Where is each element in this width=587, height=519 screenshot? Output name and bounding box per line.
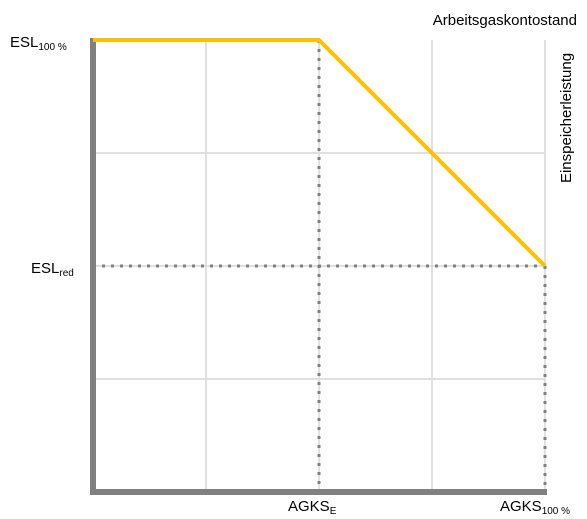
label-agks-100-sub: 100 % [542,506,570,517]
label-esl-100-sub: 100 % [38,42,66,53]
label-agks-100-main: AGKS [500,498,542,515]
axes [90,38,547,495]
curve-line [93,38,547,268]
label-agks-e-main: AGKS [288,498,330,515]
label-esl-red-main: ESL [31,260,59,277]
label-agks-e: AGKSE [288,498,337,517]
chart-title: Arbeitsgaskontostand [433,12,577,29]
label-esl-100-main: ESL [10,34,38,51]
label-esl-100: ESL100 % [10,34,67,53]
label-esl-red-sub: red [59,268,73,279]
label-agks-100: AGKS100 % [500,498,570,517]
label-agks-e-sub: E [330,506,337,517]
reference-lines [93,40,547,492]
y-axis-title: Einspeicherleistung [558,53,575,183]
label-esl-red: ESLred [31,260,74,279]
